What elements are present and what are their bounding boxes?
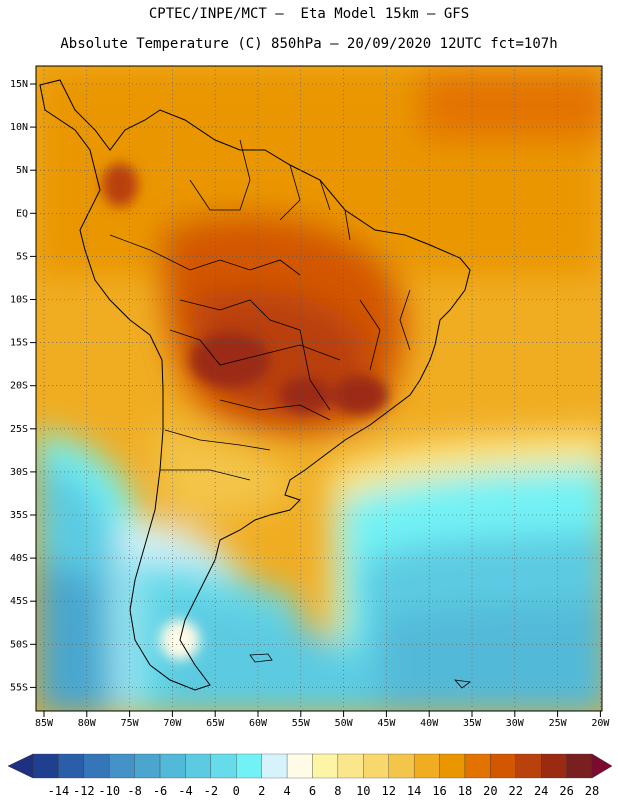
colorbar-swatch [185, 753, 212, 779]
lon-label: 85W [35, 718, 54, 729]
lat-label: 50S [10, 639, 28, 650]
colorbar-swatch [261, 753, 288, 779]
lon-label: 45W [377, 718, 396, 729]
colorbar [7, 753, 613, 779]
colorbar-swatch [159, 753, 186, 779]
colorbar-label: 24 [534, 784, 548, 798]
colorbar-swatch [439, 753, 466, 779]
lon-label: 35W [463, 718, 482, 729]
colorbar-label: -10 [98, 784, 120, 798]
lat-label: 10N [10, 122, 28, 133]
lon-label: 40W [420, 718, 439, 729]
colorbar-label: 28 [585, 784, 599, 798]
lon-label: 80W [78, 718, 97, 729]
lon-label: 30W [506, 718, 525, 729]
colorbar-swatch [490, 753, 516, 779]
colorbar-low-arrow [7, 753, 34, 779]
colorbar-label: 10 [356, 784, 370, 798]
colorbar-swatch [236, 753, 262, 779]
colorbar-swatch [388, 753, 415, 779]
lat-label: 55S [10, 682, 28, 693]
colorbar-label: -2 [204, 784, 218, 798]
lat-label: EQ [16, 208, 28, 219]
lon-label: 25W [549, 718, 568, 729]
colorbar-swatch [83, 753, 110, 779]
colorbar-swatch [541, 753, 567, 779]
colorbar-label: 14 [407, 784, 421, 798]
colorbar-swatch [109, 753, 135, 779]
colorbar-swatch [58, 753, 84, 779]
colorbar-swatch [312, 753, 339, 779]
colorbar-swatch [464, 753, 491, 779]
colorbar-swatch [286, 753, 313, 779]
lat-label: 40S [10, 553, 28, 564]
colorbar-labels: -14 -12 -10 -8 -6 -4 -2 0 2 4 6 8 10 12 14 16 18 20 22 24 26… [48, 784, 600, 798]
colorbar-high-arrow [591, 753, 613, 779]
temperature-field [36, 66, 602, 711]
colorbar-label: -14 [48, 784, 70, 798]
colorbar-swatch [337, 753, 364, 779]
colorbar-label: 12 [382, 784, 396, 798]
lat-label: 35S [10, 510, 28, 521]
lat-label: 45S [10, 596, 28, 607]
lat-label: 5N [16, 165, 28, 176]
lon-label: 55W [292, 718, 311, 729]
longitude-labels: 85W 80W 75W 70W 65W 60W 55W 50W 45W 40W 35W 30W 25W 2… [35, 711, 610, 729]
lat-label: 10S [10, 295, 28, 306]
colorbar-label: 20 [483, 784, 497, 798]
colorbar-label: 4 [283, 784, 290, 798]
colorbar-label: 18 [458, 784, 472, 798]
lat-label: 25S [10, 424, 28, 435]
lon-label: 75W [121, 718, 140, 729]
chart-title-line1: CPTEC/INPE/MCT – Eta Model 15km – GFS [148, 6, 470, 22]
colorbar-swatch [515, 753, 542, 779]
colorbar-label: -4 [178, 784, 192, 798]
lat-label: 5S [16, 251, 28, 262]
lat-label: 30S [10, 467, 28, 478]
lon-label: 65W [206, 718, 225, 729]
lat-label: 20S [10, 381, 28, 392]
colorbar-swatch [210, 753, 237, 779]
lon-label: 20W [591, 718, 610, 729]
colorbar-label: -6 [153, 784, 167, 798]
lon-label: 70W [163, 718, 182, 729]
lon-label: 50W [335, 718, 354, 729]
lon-label: 60W [249, 718, 268, 729]
colorbar-label: 16 [432, 784, 446, 798]
colorbar-label: 2 [258, 784, 265, 798]
chart-title-line2: Absolute Temperature (C) 850hPa – 20/09/… [60, 36, 558, 52]
colorbar-swatch [32, 753, 59, 779]
colorbar-swatch [413, 753, 440, 779]
colorbar-label: 22 [509, 784, 523, 798]
colorbar-label: 0 [233, 784, 240, 798]
colorbar-swatch [566, 753, 593, 779]
map-frame [35, 65, 603, 712]
colorbar-label: 6 [309, 784, 316, 798]
colorbar-label: -8 [127, 784, 141, 798]
colorbar-swatch [363, 753, 389, 779]
latitude-labels: 15N 10N 5N EQ 5S 10S 15S 20S 25S 30S 35S 40S 45S 50S 5… [10, 79, 36, 693]
colorbar-label: 26 [559, 784, 573, 798]
lat-label: 15S [10, 338, 28, 349]
lat-label: 15N [10, 79, 28, 90]
colorbar-label: 8 [334, 784, 341, 798]
colorbar-swatch [134, 753, 161, 779]
colorbar-label: -12 [73, 784, 95, 798]
